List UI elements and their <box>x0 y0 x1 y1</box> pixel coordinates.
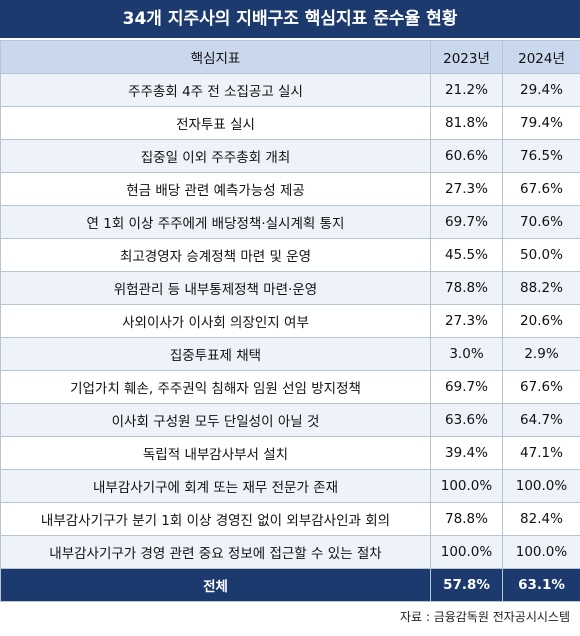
cell: 88.2% <box>502 271 580 305</box>
header-row: 핵심지표 2023년 2024년 <box>0 40 580 74</box>
total-row: 전체 57.8% 63.1% <box>0 568 580 602</box>
row: 주주총회 4주 전 소집공고 실시 21.2% 29.4% <box>0 73 580 107</box>
row: 집중투표제 채택 3.0% 2.9% <box>0 337 580 371</box>
row: 위험관리 등 내부통제정책 마련·운영 78.8% 88.2% <box>0 271 580 305</box>
row: 집중일 이외 주주총회 개최 60.6% 76.5% <box>0 139 580 173</box>
cell: 82.4% <box>502 502 580 536</box>
cell: 47.1% <box>502 436 580 470</box>
row: 이사회 구성원 모두 단일성이 아닐 것 63.6% 64.7% <box>0 403 580 437</box>
row: 독립적 내부감사부서 설치 39.4% 47.1% <box>0 436 580 470</box>
cell: 사외이사가 이사회 의장인지 여부 <box>0 304 431 338</box>
cell: 67.6% <box>502 370 580 404</box>
cell: 내부감사기구가 분기 1회 이상 경영진 없이 외부감사인과 회의 <box>0 502 431 536</box>
cell: 27.3% <box>430 304 503 338</box>
total-cell: 57.8% <box>430 568 503 602</box>
cell: 69.7% <box>430 205 503 239</box>
table-header: 핵심지표 2023년 2024년 <box>0 40 580 74</box>
cell: 2.9% <box>502 337 580 371</box>
row: 전자투표 실시 81.8% 79.4% <box>0 106 580 140</box>
header-cell: 2024년 <box>502 40 580 74</box>
cell: 100.0% <box>430 469 503 503</box>
cell: 20.6% <box>502 304 580 338</box>
row: 연 1회 이상 주주에게 배당정책·실시계획 통지 69.7% 70.6% <box>0 205 580 239</box>
cell: 76.5% <box>502 139 580 173</box>
cell: 69.7% <box>430 370 503 404</box>
header-cell: 핵심지표 <box>0 40 431 74</box>
row: 사외이사가 이사회 의장인지 여부 27.3% 20.6% <box>0 304 580 338</box>
cell: 100.0% <box>502 535 580 569</box>
cell: 100.0% <box>502 469 580 503</box>
cell: 60.6% <box>430 139 503 173</box>
cell: 70.6% <box>502 205 580 239</box>
cell: 내부감사기구에 회계 또는 재무 전문가 존재 <box>0 469 431 503</box>
header-cell: 2023년 <box>430 40 503 74</box>
cell: 독립적 내부감사부서 설치 <box>0 436 431 470</box>
row: 내부감사기구가 경영 관련 중요 정보에 접근할 수 있는 절차 100.0% 10… <box>0 535 580 569</box>
cell: 27.3% <box>430 172 503 206</box>
table-body: 주주총회 4주 전 소집공고 실시 21.2% 29.4% 전자투표 실시 81.8% 7… <box>0 73 580 602</box>
cell: 63.6% <box>430 403 503 437</box>
cell: 50.0% <box>502 238 580 272</box>
cell: 현금 배당 관련 예측가능성 제공 <box>0 172 431 206</box>
total-cell: 전체 <box>0 568 431 602</box>
row: 최고경영자 승계정책 마련 및 운영 45.5% 50.0% <box>0 238 580 272</box>
cell: 64.7% <box>502 403 580 437</box>
title: 34개 지주사의 지배구조 핵심지표 준수율 현황 <box>0 0 580 38</box>
cell: 기업가치 훼손, 주주권익 침해자 임원 선임 방지정책 <box>0 370 431 404</box>
source: 자료 : 금융감독원 전자공시시스템 <box>399 610 570 624</box>
cell: 39.4% <box>430 436 503 470</box>
table: 핵심지표 2023년 2024년 주주총회 4주 전 소집공고 실시 21.2% 29.… <box>0 40 580 602</box>
cell: 79.4% <box>502 106 580 140</box>
row: 내부감사기구에 회계 또는 재무 전문가 존재 100.0% 100.0% <box>0 469 580 503</box>
cell: 81.8% <box>430 106 503 140</box>
cell: 3.0% <box>430 337 503 371</box>
cell: 67.6% <box>502 172 580 206</box>
cell: 연 1회 이상 주주에게 배당정책·실시계획 통지 <box>0 205 431 239</box>
total-cell: 63.1% <box>502 568 580 602</box>
cell: 78.8% <box>430 271 503 305</box>
row: 기업가치 훼손, 주주권익 침해자 임원 선임 방지정책 69.7% 67.6% <box>0 370 580 404</box>
cell: 45.5% <box>430 238 503 272</box>
cell: 29.4% <box>502 73 580 107</box>
row: 내부감사기구가 분기 1회 이상 경영진 없이 외부감사인과 회의 78.8% 82… <box>0 502 580 536</box>
row: 현금 배당 관련 예측가능성 제공 27.3% 67.6% <box>0 172 580 206</box>
cell: 집중투표제 채택 <box>0 337 431 371</box>
cell: 내부감사기구가 경영 관련 중요 정보에 접근할 수 있는 절차 <box>0 535 431 569</box>
cell: 집중일 이외 주주총회 개최 <box>0 139 431 173</box>
cell: 최고경영자 승계정책 마련 및 운영 <box>0 238 431 272</box>
cell: 100.0% <box>430 535 503 569</box>
cell: 위험관리 등 내부통제정책 마련·운영 <box>0 271 431 305</box>
cell: 전자투표 실시 <box>0 106 431 140</box>
cell: 21.2% <box>430 73 503 107</box>
cell: 주주총회 4주 전 소집공고 실시 <box>0 73 431 107</box>
cell: 이사회 구성원 모두 단일성이 아닐 것 <box>0 403 431 437</box>
cell: 78.8% <box>430 502 503 536</box>
